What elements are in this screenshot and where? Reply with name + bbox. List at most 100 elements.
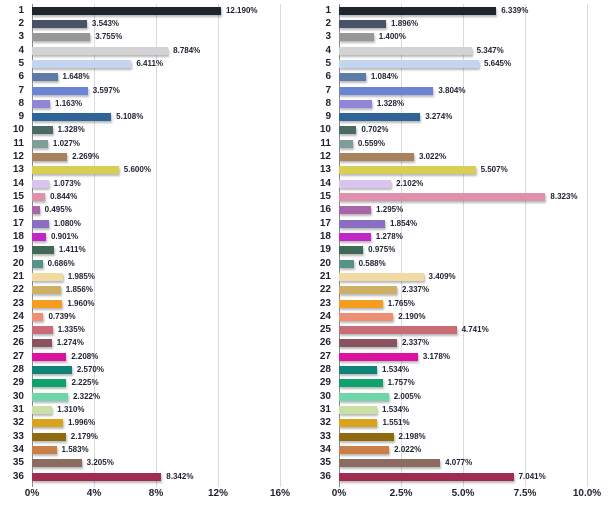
bar xyxy=(339,312,394,321)
chart-row: 2.198% xyxy=(339,430,587,443)
category-label: 36 xyxy=(12,470,24,482)
bar xyxy=(32,366,72,375)
category-label: 10 xyxy=(319,124,331,136)
chart-row: 0.686% xyxy=(32,257,280,270)
bar-value-label: 2.337% xyxy=(401,285,430,295)
bar xyxy=(339,193,546,202)
chart-row: 2.337% xyxy=(339,337,587,350)
bar-value-label: 7.041% xyxy=(518,471,546,481)
category-label: 11 xyxy=(320,137,331,149)
chart-row: 2.179% xyxy=(32,430,280,443)
bar xyxy=(32,339,52,348)
bar-value-label: 5.108% xyxy=(116,112,144,122)
bar-value-label: 3.022% xyxy=(418,152,447,162)
bar-value-label: 1.960% xyxy=(67,298,95,308)
chart-row: 0.975% xyxy=(339,244,587,257)
x-tick-label: 7.5% xyxy=(513,488,537,499)
chart-row: 0.702% xyxy=(339,124,587,137)
bar xyxy=(32,206,40,215)
bar-value-label: 2.570% xyxy=(76,365,104,375)
bar-value-label: 0.495% xyxy=(44,205,72,215)
x-tick-label: 16% xyxy=(269,488,291,499)
bar-value-label: 4.077% xyxy=(445,458,473,468)
bar-value-label: 5.507% xyxy=(480,165,508,175)
category-label: 10 xyxy=(12,124,24,136)
bar xyxy=(339,6,497,15)
category-label: 32 xyxy=(12,417,24,429)
bar xyxy=(339,153,414,162)
category-label: 28 xyxy=(319,364,331,376)
bar xyxy=(32,259,43,268)
chart-row: 3.205% xyxy=(32,457,280,470)
bar-value-label: 1.400% xyxy=(378,32,406,42)
bar xyxy=(32,86,88,95)
bar-value-label: 1.328% xyxy=(376,98,405,108)
category-label: 12 xyxy=(319,151,331,163)
bar-value-label: 1.163% xyxy=(55,98,83,108)
bar xyxy=(32,432,66,441)
category-label: 7 xyxy=(325,84,331,96)
bar-value-label: 1.765% xyxy=(387,298,415,308)
bar xyxy=(32,179,49,188)
category-label: 31 xyxy=(12,404,24,416)
bar-value-label: 2.208% xyxy=(71,351,99,361)
bar-value-label: 3.755% xyxy=(95,32,123,42)
bar-value-label: 1.310% xyxy=(57,405,85,415)
chart-row: 3.178% xyxy=(339,350,587,363)
bar-value-label: 2.198% xyxy=(398,431,426,441)
bar xyxy=(339,86,434,95)
category-label: 17 xyxy=(319,217,331,229)
bar-value-label: 8.342% xyxy=(166,471,194,481)
chart-row: 3.409% xyxy=(339,270,587,283)
bar-value-label: 1.274% xyxy=(56,338,84,348)
bar xyxy=(339,206,372,215)
category-label: 34 xyxy=(319,443,331,455)
category-label: 8 xyxy=(18,97,24,109)
category-label: 14 xyxy=(319,177,331,189)
bar-value-label: 8.784% xyxy=(173,45,201,55)
chart-row: 8.323% xyxy=(339,190,587,203)
bar xyxy=(32,139,48,148)
bar xyxy=(339,326,457,335)
bar xyxy=(339,286,397,295)
chart-row: 1.854% xyxy=(339,217,587,230)
bar-value-label: 1.278% xyxy=(375,231,403,241)
bar xyxy=(339,459,441,468)
bar xyxy=(32,459,82,468)
chart-row: 1.996% xyxy=(32,417,280,430)
category-label: 33 xyxy=(319,430,331,442)
category-axis: 1 2 3 4 5 6 7 8 9 10 11 12 13 14 15 16 17 18 19 20 21 22 23 24 2… xyxy=(2,4,24,483)
bar xyxy=(339,73,366,82)
bar-value-label: 0.901% xyxy=(50,231,79,241)
category-label: 2 xyxy=(18,17,24,29)
bar-value-label: 0.686% xyxy=(47,258,75,268)
bar xyxy=(32,219,49,228)
bar xyxy=(32,472,162,481)
chart-row: 3.755% xyxy=(32,31,280,44)
chart-row: 1.080% xyxy=(32,217,280,230)
right-bar-chart: 1 2 3 4 5 6 7 8 9 10 11 12 13 14 15 16 17 18 19 20 21 22 23 24 2… xyxy=(309,0,610,513)
chart-row: 3.804% xyxy=(339,84,587,97)
chart-row: 1.400% xyxy=(339,31,587,44)
chart-row: 1.163% xyxy=(32,97,280,110)
category-label: 1 xyxy=(18,4,24,16)
chart-row: 1.310% xyxy=(32,403,280,416)
chart-row: 1.757% xyxy=(339,377,587,390)
bar-value-label: 2.179% xyxy=(70,431,98,441)
chart-row: 0.844% xyxy=(32,190,280,203)
bar xyxy=(339,99,372,108)
bar-value-label: 1.295% xyxy=(376,205,404,215)
bar-value-label: 2.225% xyxy=(71,378,99,388)
category-label: 8 xyxy=(325,97,331,109)
chart-row: 2.570% xyxy=(32,363,280,376)
bar-value-label: 12.190% xyxy=(225,5,258,15)
bar xyxy=(339,445,390,454)
category-label: 12 xyxy=(12,151,24,163)
category-label: 25 xyxy=(12,324,24,336)
bar xyxy=(339,259,354,268)
bar xyxy=(339,406,378,415)
category-label: 30 xyxy=(12,390,24,402)
x-tick-label: 5.0% xyxy=(451,488,475,499)
category-label: 14 xyxy=(12,177,24,189)
